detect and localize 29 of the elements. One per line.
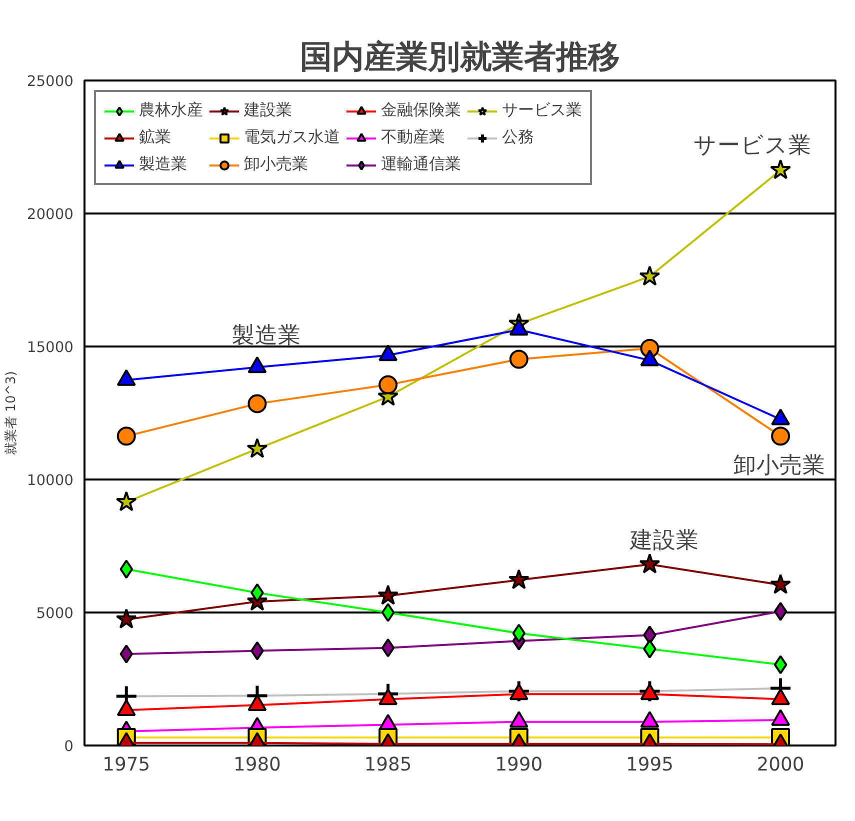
y-axis-title: 就業者 10^3): [4, 371, 19, 455]
y-tick-label: 20000: [26, 206, 74, 223]
legend-label: 鉱業: [139, 127, 172, 148]
legend-label: 卸小売業: [244, 154, 308, 175]
y-tick-label: 0: [64, 738, 74, 755]
x-tick-label: 2000: [756, 754, 804, 776]
annotation: 卸小売業: [734, 452, 826, 478]
x-tick-label: 1985: [364, 754, 412, 776]
y-tick-label: 15000: [26, 339, 74, 356]
x-tick-label: 1980: [233, 754, 281, 776]
legend-label: 製造業: [139, 154, 188, 175]
y-tick-label: 10000: [26, 472, 74, 489]
x-tick-label: 1995: [626, 754, 674, 776]
annotation: 製造業: [232, 322, 301, 348]
x-tick-label: 1975: [102, 754, 150, 776]
legend-label: 金融保険業: [381, 100, 461, 121]
x-tick-label: 1990: [495, 754, 543, 776]
annotation: サービス業: [694, 132, 812, 158]
chart-title: 国内産業別就業者推移: [300, 38, 620, 76]
legend-label: 公務: [502, 127, 535, 148]
y-tick-label: 5000: [36, 605, 74, 622]
legend-label: 建設業: [244, 100, 293, 121]
y-tick-label: 25000: [26, 73, 74, 90]
legend-label: サービス業: [502, 100, 582, 121]
legend-label: 電気ガス水道: [244, 127, 340, 148]
legend-label: 農林水産: [139, 100, 203, 121]
annotation: 建設業: [629, 528, 699, 554]
legend-label: 不動産業: [381, 127, 445, 148]
legend-label: 運輸通信業: [381, 154, 461, 175]
